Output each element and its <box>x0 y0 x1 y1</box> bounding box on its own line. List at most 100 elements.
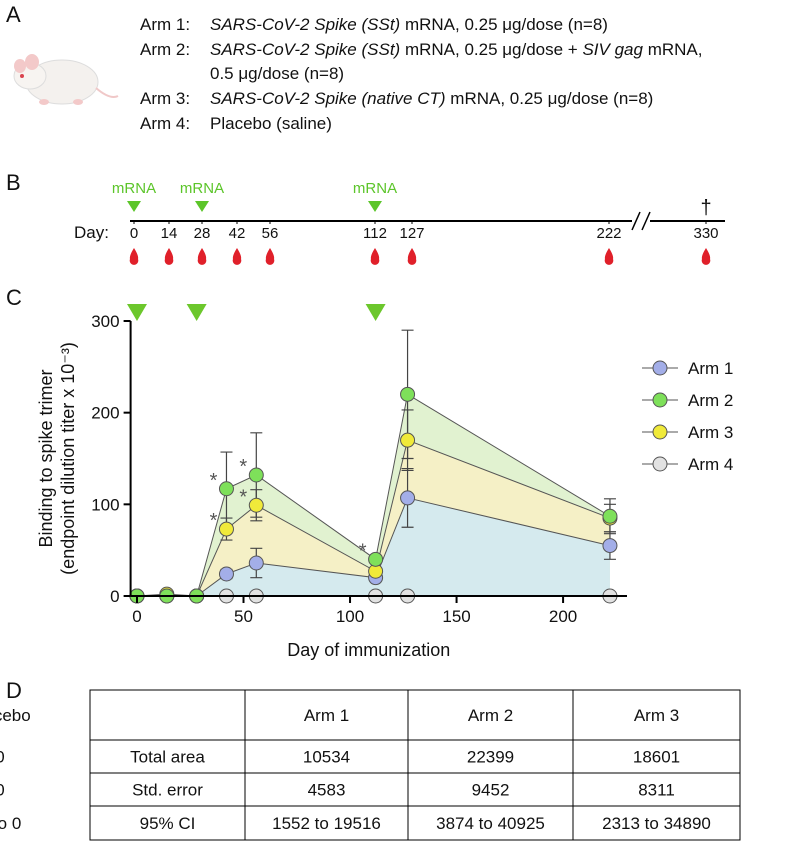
table-cell: 22399 <box>467 748 514 767</box>
panel-label: B <box>6 170 21 195</box>
table-cell: 0 to 0 <box>0 814 21 833</box>
table-cell: 0 <box>0 748 5 767</box>
blood-draw-marker <box>164 248 174 265</box>
data-point <box>218 481 234 497</box>
x-tick-label: 200 <box>549 607 577 626</box>
y-tick-label: 0 <box>110 587 119 606</box>
panel-label: C <box>6 285 22 310</box>
arm-text: Placebo (saline) <box>210 114 332 133</box>
legend-marker <box>652 456 668 472</box>
day-tick-label: 222 <box>596 225 621 242</box>
area <box>136 497 610 596</box>
table-cell: 8311 <box>638 781 675 800</box>
arm-text: SARS-CoV-2 Spike (SSt) <box>210 15 400 34</box>
arm-description: SARS-CoV-2 Spike (native CT) mRNA, 0.25 … <box>210 89 653 108</box>
mouse-illustration <box>13 54 119 105</box>
x-axis-label: Day of immunization <box>287 640 450 660</box>
day-label: Day: <box>74 223 109 242</box>
data-point <box>218 521 234 537</box>
panel-label: D <box>6 678 22 703</box>
significance-marker: * <box>210 470 218 492</box>
day-tick-label: 28 <box>194 225 211 242</box>
x-tick-label: 100 <box>336 607 364 626</box>
vaccination-marker <box>126 304 147 321</box>
x-tick-label: 150 <box>442 607 470 626</box>
blood-draw-marker <box>265 248 275 265</box>
legend-marker <box>652 424 668 440</box>
blood-draw-marker <box>197 248 207 265</box>
table-cell: 18601 <box>633 748 680 767</box>
vaccination-marker <box>368 201 382 212</box>
table-cell: 3874 to 40925 <box>436 814 545 833</box>
vaccination-marker <box>365 304 386 321</box>
x-tick-label: 50 <box>234 607 253 626</box>
row-label: Total area <box>130 748 205 767</box>
arm-text: mRNA, 0.25 μg/dose + <box>400 40 582 59</box>
legend-label: Arm 3 <box>688 423 733 442</box>
arm-text: mRNA, <box>643 40 703 59</box>
day-tick-label: 0 <box>130 225 138 242</box>
day-tick-label: 330 <box>693 225 718 242</box>
legend-label: Arm 1 <box>688 359 733 378</box>
data-point <box>218 566 234 582</box>
table-cell: 10534 <box>303 748 350 767</box>
data-point <box>368 551 384 567</box>
arm-text: SARS-CoV-2 Spike (SSt) <box>210 40 400 59</box>
table-cell: 9452 <box>472 781 510 800</box>
arm-description: SARS-CoV-2 Spike (SSt) mRNA, 0.25 μg/dos… <box>210 15 608 34</box>
table-header: Arm 3 <box>634 706 679 725</box>
arm-description: Placebo (saline) <box>210 114 332 133</box>
significance-marker: * <box>359 540 367 562</box>
blood-draw-marker <box>407 248 417 265</box>
vaccination-marker <box>186 304 207 321</box>
panel-label: A <box>6 2 21 27</box>
blood-draw-marker <box>129 248 139 265</box>
y-tick-label: 100 <box>91 495 119 514</box>
table-header: Arm 1 <box>304 706 349 725</box>
x-tick-label: 0 <box>132 607 141 626</box>
blood-draw-marker <box>232 248 242 265</box>
data-point <box>602 508 618 524</box>
blood-draw-marker <box>370 248 380 265</box>
axis-break <box>631 211 651 231</box>
row-label: 95% CI <box>140 814 196 833</box>
significance-marker: * <box>210 510 218 532</box>
data-point <box>400 432 416 448</box>
row-label: Std. error <box>132 781 203 800</box>
arm-text: mRNA, 0.25 μg/dose (n=8) <box>400 15 608 34</box>
table-cell: 0 <box>0 781 5 800</box>
data-point <box>248 555 264 571</box>
table-cell: 2313 to 34890 <box>602 814 711 833</box>
blood-draw-marker <box>604 248 614 265</box>
arm-label: Arm 3: <box>140 89 190 108</box>
blood-draw-marker <box>701 248 711 265</box>
y-axis-label: Binding to spike trimer <box>36 369 56 547</box>
day-tick-label: 127 <box>399 225 424 242</box>
endpoint-marker: † <box>700 197 711 219</box>
arm-label: Arm 4: <box>140 114 190 133</box>
table-header: Placebo <box>0 706 31 725</box>
arm-description: 0.5 μg/dose (n=8) <box>210 64 344 83</box>
y-axis-label: (endpoint dilution titer x 10⁻³) <box>58 342 78 575</box>
arm-text: 0.5 μg/dose (n=8) <box>210 64 344 83</box>
vaccination-marker <box>127 201 141 212</box>
legend-label: Arm 2 <box>688 391 733 410</box>
data-point <box>400 386 416 402</box>
table-cell: 1552 to 19516 <box>272 814 381 833</box>
y-tick-label: 200 <box>91 404 119 423</box>
arm-text: SIV gag <box>582 40 643 59</box>
vaccination-marker <box>195 201 209 212</box>
arm-text: mRNA, 0.25 μg/dose (n=8) <box>446 89 654 108</box>
data-point <box>248 497 264 513</box>
data-point <box>400 490 416 506</box>
table-header: Arm 2 <box>468 706 513 725</box>
table-border <box>89 689 741 841</box>
data-point <box>602 538 618 554</box>
data-point <box>248 467 264 483</box>
day-tick-label: 42 <box>229 225 246 242</box>
legend-marker <box>652 360 668 376</box>
day-tick-label: 112 <box>363 225 387 242</box>
arm-text: SARS-CoV-2 Spike (native CT) <box>210 89 446 108</box>
arm-description: SARS-CoV-2 Spike (SSt) mRNA, 0.25 μg/dos… <box>210 40 702 59</box>
